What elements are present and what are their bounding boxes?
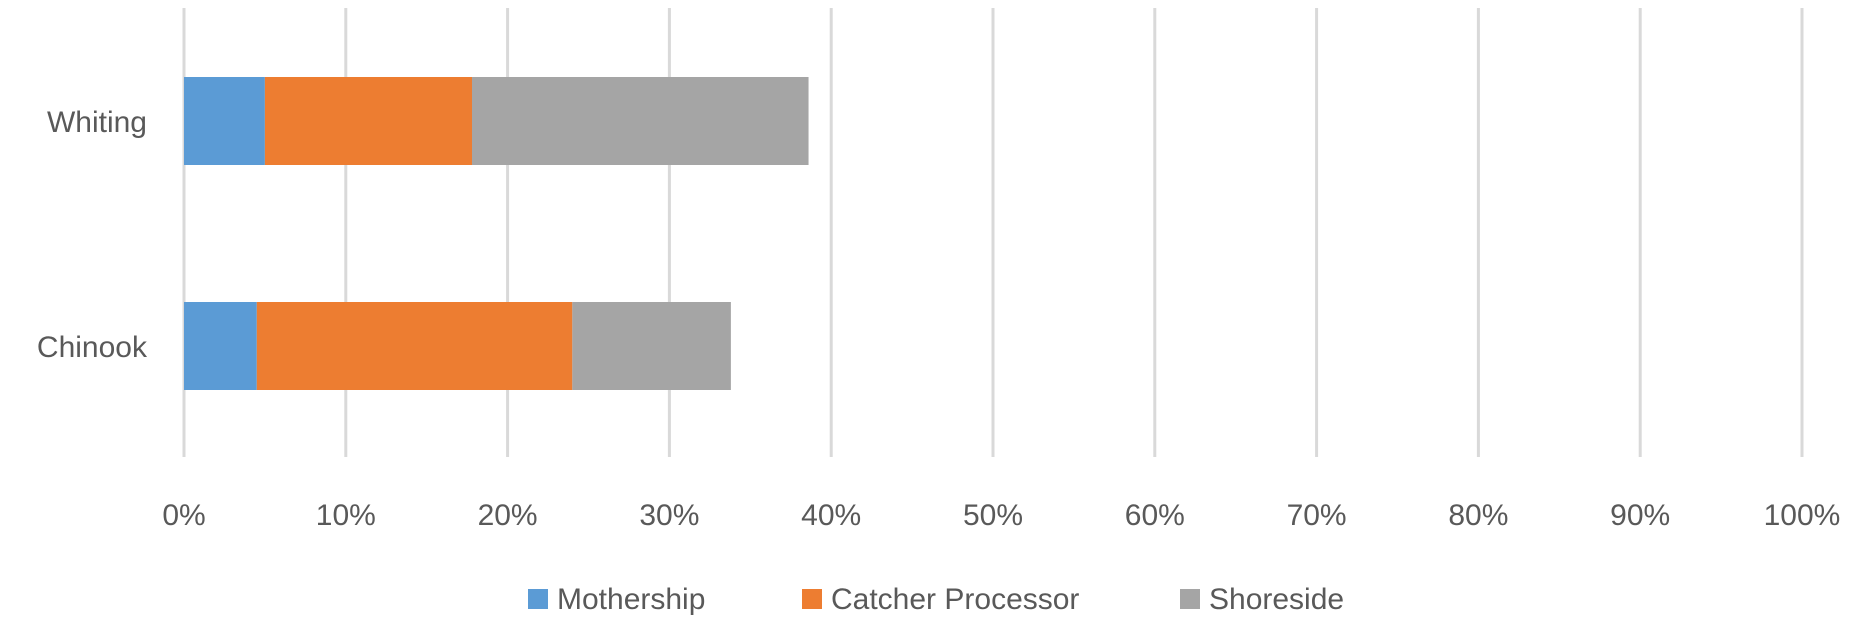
bars xyxy=(184,77,809,390)
x-tick-label: 100% xyxy=(1764,499,1841,532)
x-tick-label: 10% xyxy=(316,499,376,532)
x-tick-label: 90% xyxy=(1610,499,1670,532)
x-tick-label: 30% xyxy=(639,499,699,532)
legend-label: Shoreside xyxy=(1209,583,1344,616)
bar-segment-mothership-chinook xyxy=(184,302,257,390)
legend-swatch xyxy=(528,589,548,609)
x-tick-label: 20% xyxy=(478,499,538,532)
legend-swatch xyxy=(1180,589,1200,609)
x-tick-label: 80% xyxy=(1448,499,1508,532)
category-labels: Whiting Chinook xyxy=(37,106,148,364)
bar-segment-catcher-processor-whiting xyxy=(265,77,472,165)
bar-segment-shoreside-whiting xyxy=(472,77,809,165)
bar-segment-catcher-processor-chinook xyxy=(257,302,573,390)
x-tick-label: 0% xyxy=(162,499,205,532)
category-label: Chinook xyxy=(37,331,148,364)
bar-segment-shoreside-chinook xyxy=(572,302,731,390)
legend-label: Catcher Processor xyxy=(831,583,1079,616)
legend: Mothership Catcher Processor Shoreside xyxy=(528,583,1344,616)
x-tick-label: 70% xyxy=(1287,499,1347,532)
bar-segment-mothership-whiting xyxy=(184,77,265,165)
x-axis-tick-labels: 0% 10% 20% 30% 40% 50% 60% 70% 80% 90% 100% xyxy=(162,499,1840,532)
legend-swatch xyxy=(802,589,822,609)
x-tick-label: 40% xyxy=(801,499,861,532)
x-tick-label: 60% xyxy=(1125,499,1185,532)
legend-label: Mothership xyxy=(557,583,705,616)
category-label: Whiting xyxy=(47,106,147,139)
x-tick-label: 50% xyxy=(963,499,1023,532)
